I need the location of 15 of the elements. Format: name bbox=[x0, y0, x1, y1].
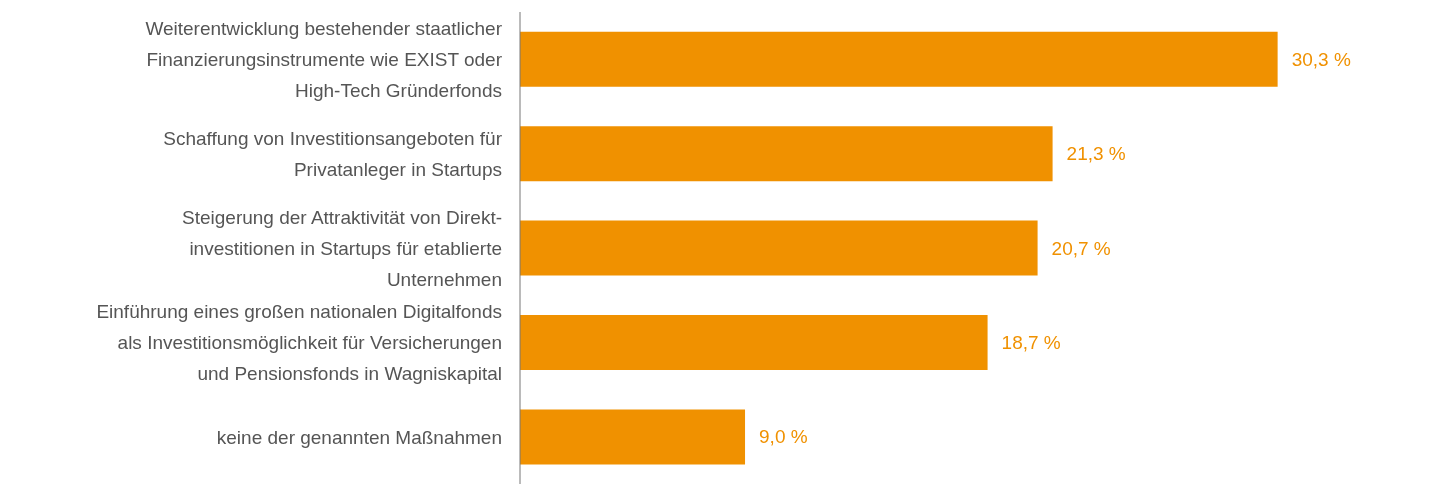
y-tick-label: Steigerung der Attraktivität von Direkt- investitionen in Startups für etablierte Unternehmen bbox=[182, 206, 502, 290]
y-tick-label: Schaffung von Investitionsangeboten für Privatanleger in Startups bbox=[163, 127, 503, 180]
data-label: 30,3 % bbox=[1291, 48, 1351, 70]
y-tick-label: keine der genannten Maßnahmen bbox=[216, 426, 502, 448]
bar bbox=[520, 126, 1053, 182]
y-tick-label: Einführung eines großen nationalen Digitalfonds als Investitionsmöglichkeit für Versicherungen und Pensionsfonds in Wagniskapital bbox=[96, 300, 502, 384]
bar bbox=[520, 31, 1278, 87]
data-label: 18,7 % bbox=[1001, 332, 1061, 354]
data-label: 9,0 % bbox=[759, 426, 808, 448]
y-tick-label: Weiterentwicklung bestehender staatlicher Finanzierungsinstrumente wie EXIST oder High-Tech Gründerfonds bbox=[145, 17, 503, 101]
data-label: 20,7 % bbox=[1051, 237, 1111, 259]
data-label: 21,3 % bbox=[1066, 143, 1126, 165]
bar bbox=[520, 315, 988, 371]
bar bbox=[520, 220, 1038, 276]
bar bbox=[520, 409, 746, 465]
